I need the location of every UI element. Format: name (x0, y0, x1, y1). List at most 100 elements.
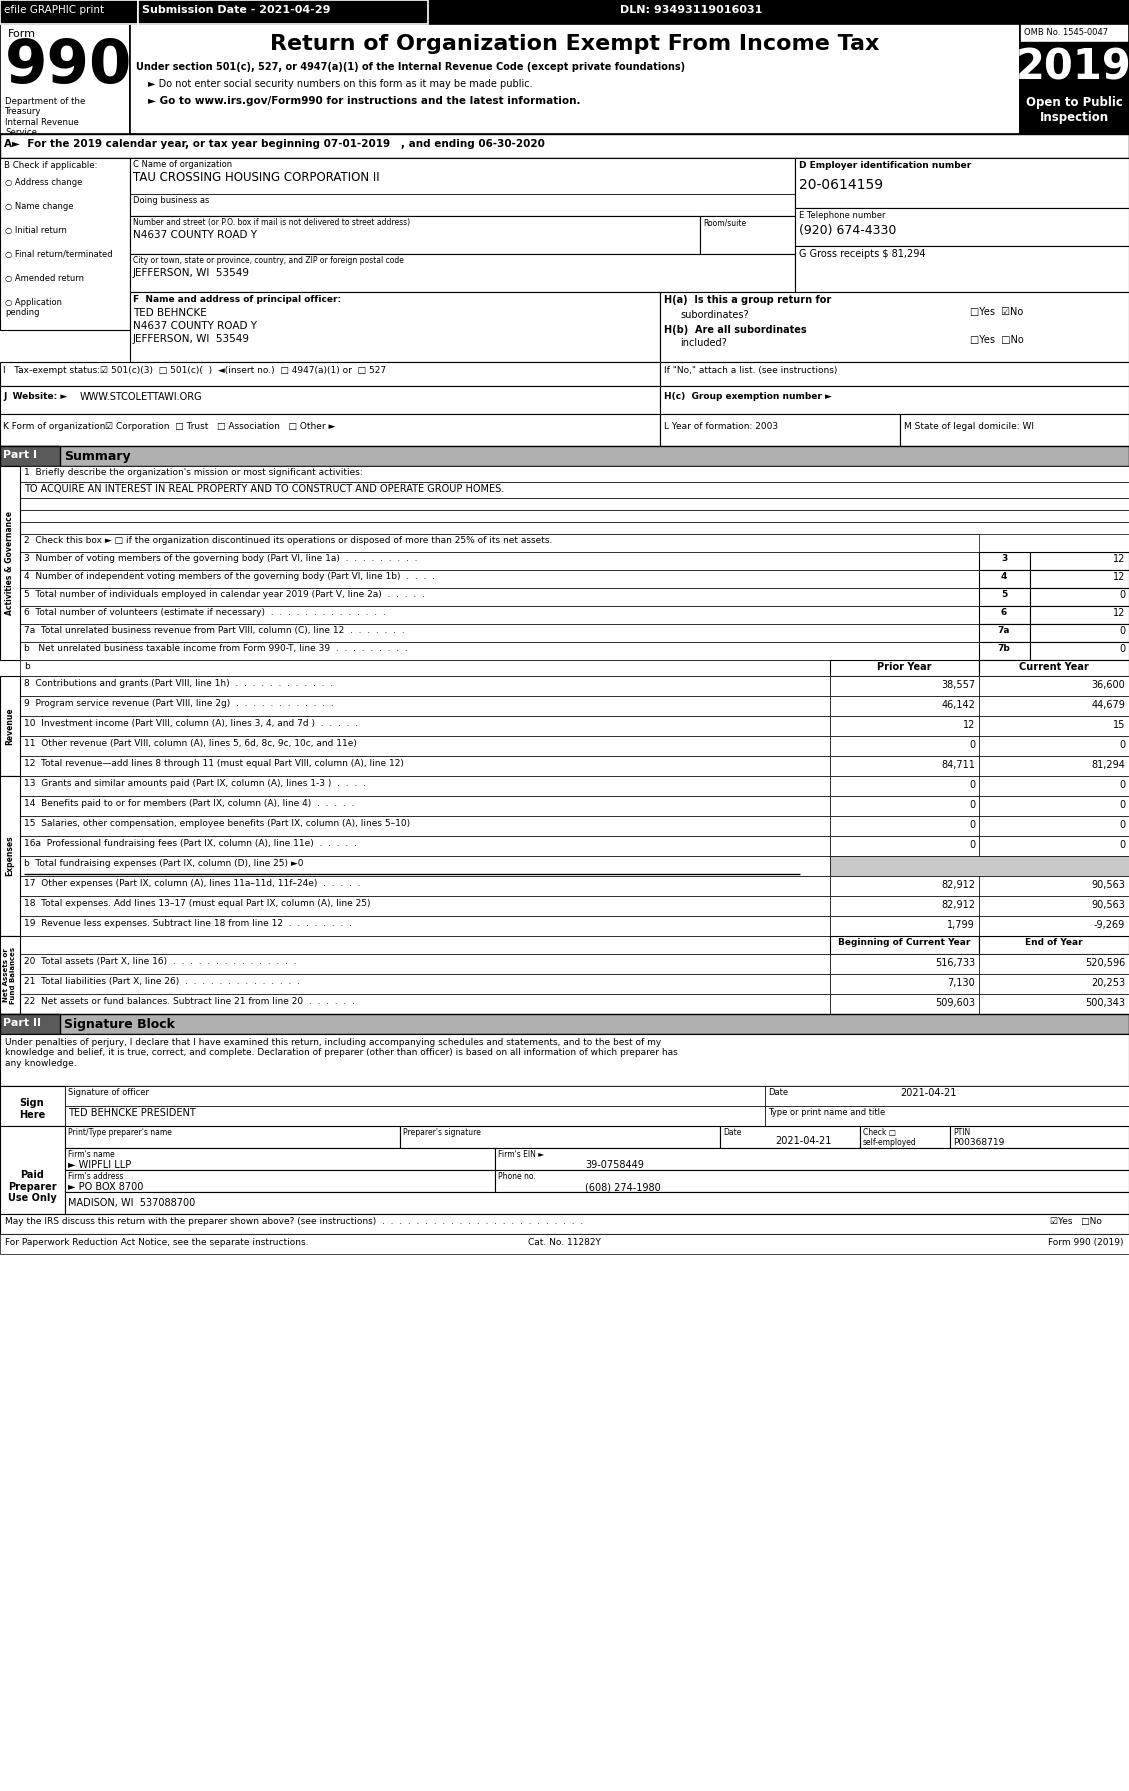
Bar (130, 158, 795, 217)
Text: ☑ Corporation  □ Trust   □ Association   □ Other ►: ☑ Corporation □ Trust □ Association □ Ot… (105, 423, 335, 432)
Bar (1030, 623, 1129, 641)
Text: 18  Total expenses. Add lines 13–17 (must equal Part IX, column (A), line 25): 18 Total expenses. Add lines 13–17 (must… (24, 899, 370, 908)
Text: TED BEHNCKE: TED BEHNCKE (133, 308, 207, 319)
Bar (795, 158, 1129, 208)
Text: OMB No. 1545-0047: OMB No. 1545-0047 (1024, 29, 1109, 38)
Text: (608) 274-1980: (608) 274-1980 (585, 1182, 660, 1193)
Text: ☑Yes   □No: ☑Yes □No (1050, 1218, 1102, 1227)
Text: 19  Revenue less expenses. Subtract line 18 from line 12  .  .  .  .  .  .  .  .: 19 Revenue less expenses. Subtract line … (24, 919, 352, 928)
Text: 15  Salaries, other compensation, employee benefits (Part IX, column (A), lines : 15 Salaries, other compensation, employe… (24, 818, 410, 827)
Bar (20, 570, 979, 587)
Bar (0, 446, 1129, 466)
Bar (860, 1127, 949, 1148)
Text: 21  Total liabilities (Part X, line 26)  .  .  .  .  .  .  .  .  .  .  .  .  .  : 21 Total liabilities (Part X, line 26) .… (24, 978, 300, 987)
Text: ○ Address change: ○ Address change (5, 177, 82, 186)
Bar (65, 1170, 495, 1193)
Text: 4: 4 (1000, 571, 1007, 580)
Text: ► WIPFLI LLP: ► WIPFLI LLP (68, 1161, 131, 1170)
Bar (0, 776, 20, 937)
Text: 0: 0 (1119, 840, 1124, 851)
Bar (495, 1148, 1129, 1170)
Text: Form: Form (8, 29, 36, 39)
Text: 6  Total number of volunteers (estimate if necessary)  .  .  .  .  .  .  .  .  .: 6 Total number of volunteers (estimate i… (24, 607, 386, 618)
Text: 12: 12 (1112, 553, 1124, 564)
Text: L Year of formation: 2003: L Year of formation: 2003 (664, 423, 778, 432)
Bar (830, 817, 979, 836)
Text: ► PO BOX 8700: ► PO BOX 8700 (68, 1182, 143, 1193)
Text: Signature Block: Signature Block (64, 1017, 175, 1032)
Text: 516,733: 516,733 (935, 958, 975, 967)
Text: 0: 0 (1119, 627, 1124, 636)
Text: 13  Grants and similar amounts paid (Part IX, column (A), lines 1-3 )  .  .  .  : 13 Grants and similar amounts paid (Part… (24, 779, 366, 788)
Bar (0, 414, 660, 446)
Text: MADISON, WI  537088700: MADISON, WI 537088700 (68, 1198, 195, 1207)
Bar (495, 1170, 1129, 1193)
Bar (20, 661, 830, 675)
Bar (20, 521, 1129, 534)
Text: 7a  Total unrelated business revenue from Part VIII, column (C), line 12  .  .  : 7a Total unrelated business revenue from… (24, 627, 404, 636)
Bar (979, 836, 1129, 856)
Bar (765, 1107, 1129, 1127)
Bar (830, 736, 979, 756)
Text: 16a  Professional fundraising fees (Part IX, column (A), line 11e)  .  .  .  .  : 16a Professional fundraising fees (Part … (24, 838, 357, 847)
Bar (765, 1085, 1129, 1107)
Text: Form 990 (2019): Form 990 (2019) (1049, 1238, 1124, 1247)
Text: 0: 0 (1119, 645, 1124, 654)
Text: Current Year: Current Year (1019, 663, 1088, 672)
Text: Activities & Governance: Activities & Governance (6, 510, 15, 614)
Text: Return of Organization Exempt From Income Tax: Return of Organization Exempt From Incom… (270, 34, 879, 54)
Text: 12: 12 (963, 720, 975, 731)
Text: 90,563: 90,563 (1091, 879, 1124, 890)
Bar (979, 937, 1129, 955)
Bar (1019, 88, 1129, 134)
Text: Beginning of Current Year: Beginning of Current Year (838, 938, 970, 947)
Text: 1  Briefly describe the organization's mission or most significant activities:: 1 Briefly describe the organization's mi… (24, 467, 362, 476)
Bar (949, 1127, 1129, 1148)
Text: ○ Application
pending: ○ Application pending (5, 297, 62, 317)
Bar (20, 896, 830, 915)
Text: G Gross receipts $ 81,294: G Gross receipts $ 81,294 (799, 249, 926, 260)
Bar (0, 1014, 60, 1033)
Text: TED BEHNCKE PRESIDENT: TED BEHNCKE PRESIDENT (68, 1109, 195, 1118)
Text: 509,603: 509,603 (935, 998, 975, 1008)
Text: 7,130: 7,130 (947, 978, 975, 989)
Text: efile GRAPHIC print: efile GRAPHIC print (5, 5, 104, 14)
Text: 8  Contributions and grants (Part VIII, line 1h)  .  .  .  .  .  .  .  .  .  .  : 8 Contributions and grants (Part VIII, l… (24, 679, 333, 688)
Text: 12: 12 (1112, 571, 1124, 582)
Bar (65, 1127, 400, 1148)
Text: Under section 501(c), 527, or 4947(a)(1) of the Internal Revenue Code (except pr: Under section 501(c), 527, or 4947(a)(1)… (135, 63, 685, 72)
Text: I   Tax-exempt status:: I Tax-exempt status: (3, 365, 100, 374)
Bar (0, 1014, 1129, 1033)
Text: JEFFERSON, WI  53549: JEFFERSON, WI 53549 (133, 333, 250, 344)
Bar (0, 675, 20, 776)
Text: 520,596: 520,596 (1085, 958, 1124, 967)
Text: End of Year: End of Year (1025, 938, 1083, 947)
Text: JEFFERSON, WI  53549: JEFFERSON, WI 53549 (133, 269, 250, 278)
Bar (1019, 41, 1129, 88)
Bar (20, 876, 830, 896)
Bar (0, 0, 1129, 23)
Text: TAU CROSSING HOUSING CORPORATION II: TAU CROSSING HOUSING CORPORATION II (133, 170, 379, 184)
Bar (0, 937, 20, 1014)
Text: b  Total fundraising expenses (Part IX, column (D), line 25) ►0: b Total fundraising expenses (Part IX, c… (24, 860, 304, 869)
Bar (130, 254, 795, 292)
Text: C Name of organization: C Name of organization (133, 159, 233, 168)
Bar (65, 1085, 765, 1107)
Text: (920) 674-4330: (920) 674-4330 (799, 224, 896, 236)
Text: 20,253: 20,253 (1091, 978, 1124, 989)
Bar (979, 587, 1030, 605)
Text: 11  Other revenue (Part VIII, column (A), lines 5, 6d, 8c, 9c, 10c, and 11e): 11 Other revenue (Part VIII, column (A),… (24, 740, 357, 749)
Bar (130, 292, 660, 362)
Bar (65, 1107, 765, 1127)
Bar (400, 1127, 720, 1148)
Text: 15: 15 (1112, 720, 1124, 731)
Bar (660, 387, 1129, 414)
Bar (20, 510, 1129, 521)
Text: subordinates?: subordinates? (680, 310, 749, 321)
Text: Room/suite: Room/suite (703, 219, 746, 227)
Text: 81,294: 81,294 (1091, 759, 1124, 770)
Text: E Telephone number: E Telephone number (799, 211, 885, 220)
Bar (979, 776, 1129, 795)
Text: ► Do not enter social security numbers on this form as it may be made public.: ► Do not enter social security numbers o… (148, 79, 533, 90)
Text: 20  Total assets (Part X, line 16)  .  .  .  .  .  .  .  .  .  .  .  .  .  .  .: 20 Total assets (Part X, line 16) . . . … (24, 956, 297, 965)
